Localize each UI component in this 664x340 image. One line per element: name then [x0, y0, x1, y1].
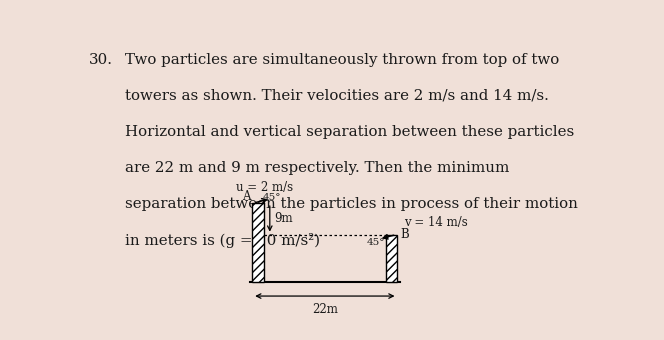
Bar	[252, 203, 264, 282]
Bar	[386, 235, 398, 282]
Text: 45°: 45°	[262, 193, 281, 202]
Text: separation between the particles in process of their motion: separation between the particles in proc…	[125, 197, 578, 211]
Text: are 22 m and 9 m respectively. Then the minimum: are 22 m and 9 m respectively. Then the …	[125, 161, 509, 175]
Text: in meters is (g = 10 m/s²): in meters is (g = 10 m/s²)	[125, 233, 320, 248]
Text: B: B	[400, 228, 409, 241]
Text: u = 2 m/s: u = 2 m/s	[236, 181, 293, 194]
Text: A: A	[242, 190, 251, 203]
Text: v = 14 m/s: v = 14 m/s	[404, 216, 468, 229]
Text: towers as shown. Their velocities are 2 m/s and 14 m/s.: towers as shown. Their velocities are 2 …	[125, 89, 549, 103]
Text: 30.: 30.	[89, 53, 113, 67]
Text: Horizontal and vertical separation between these particles: Horizontal and vertical separation betwe…	[125, 125, 574, 139]
Text: 45°: 45°	[367, 238, 385, 248]
Text: Two particles are simultaneously thrown from top of two: Two particles are simultaneously thrown …	[125, 53, 560, 67]
Text: 22m: 22m	[312, 303, 338, 316]
Text: 9m: 9m	[274, 212, 293, 225]
